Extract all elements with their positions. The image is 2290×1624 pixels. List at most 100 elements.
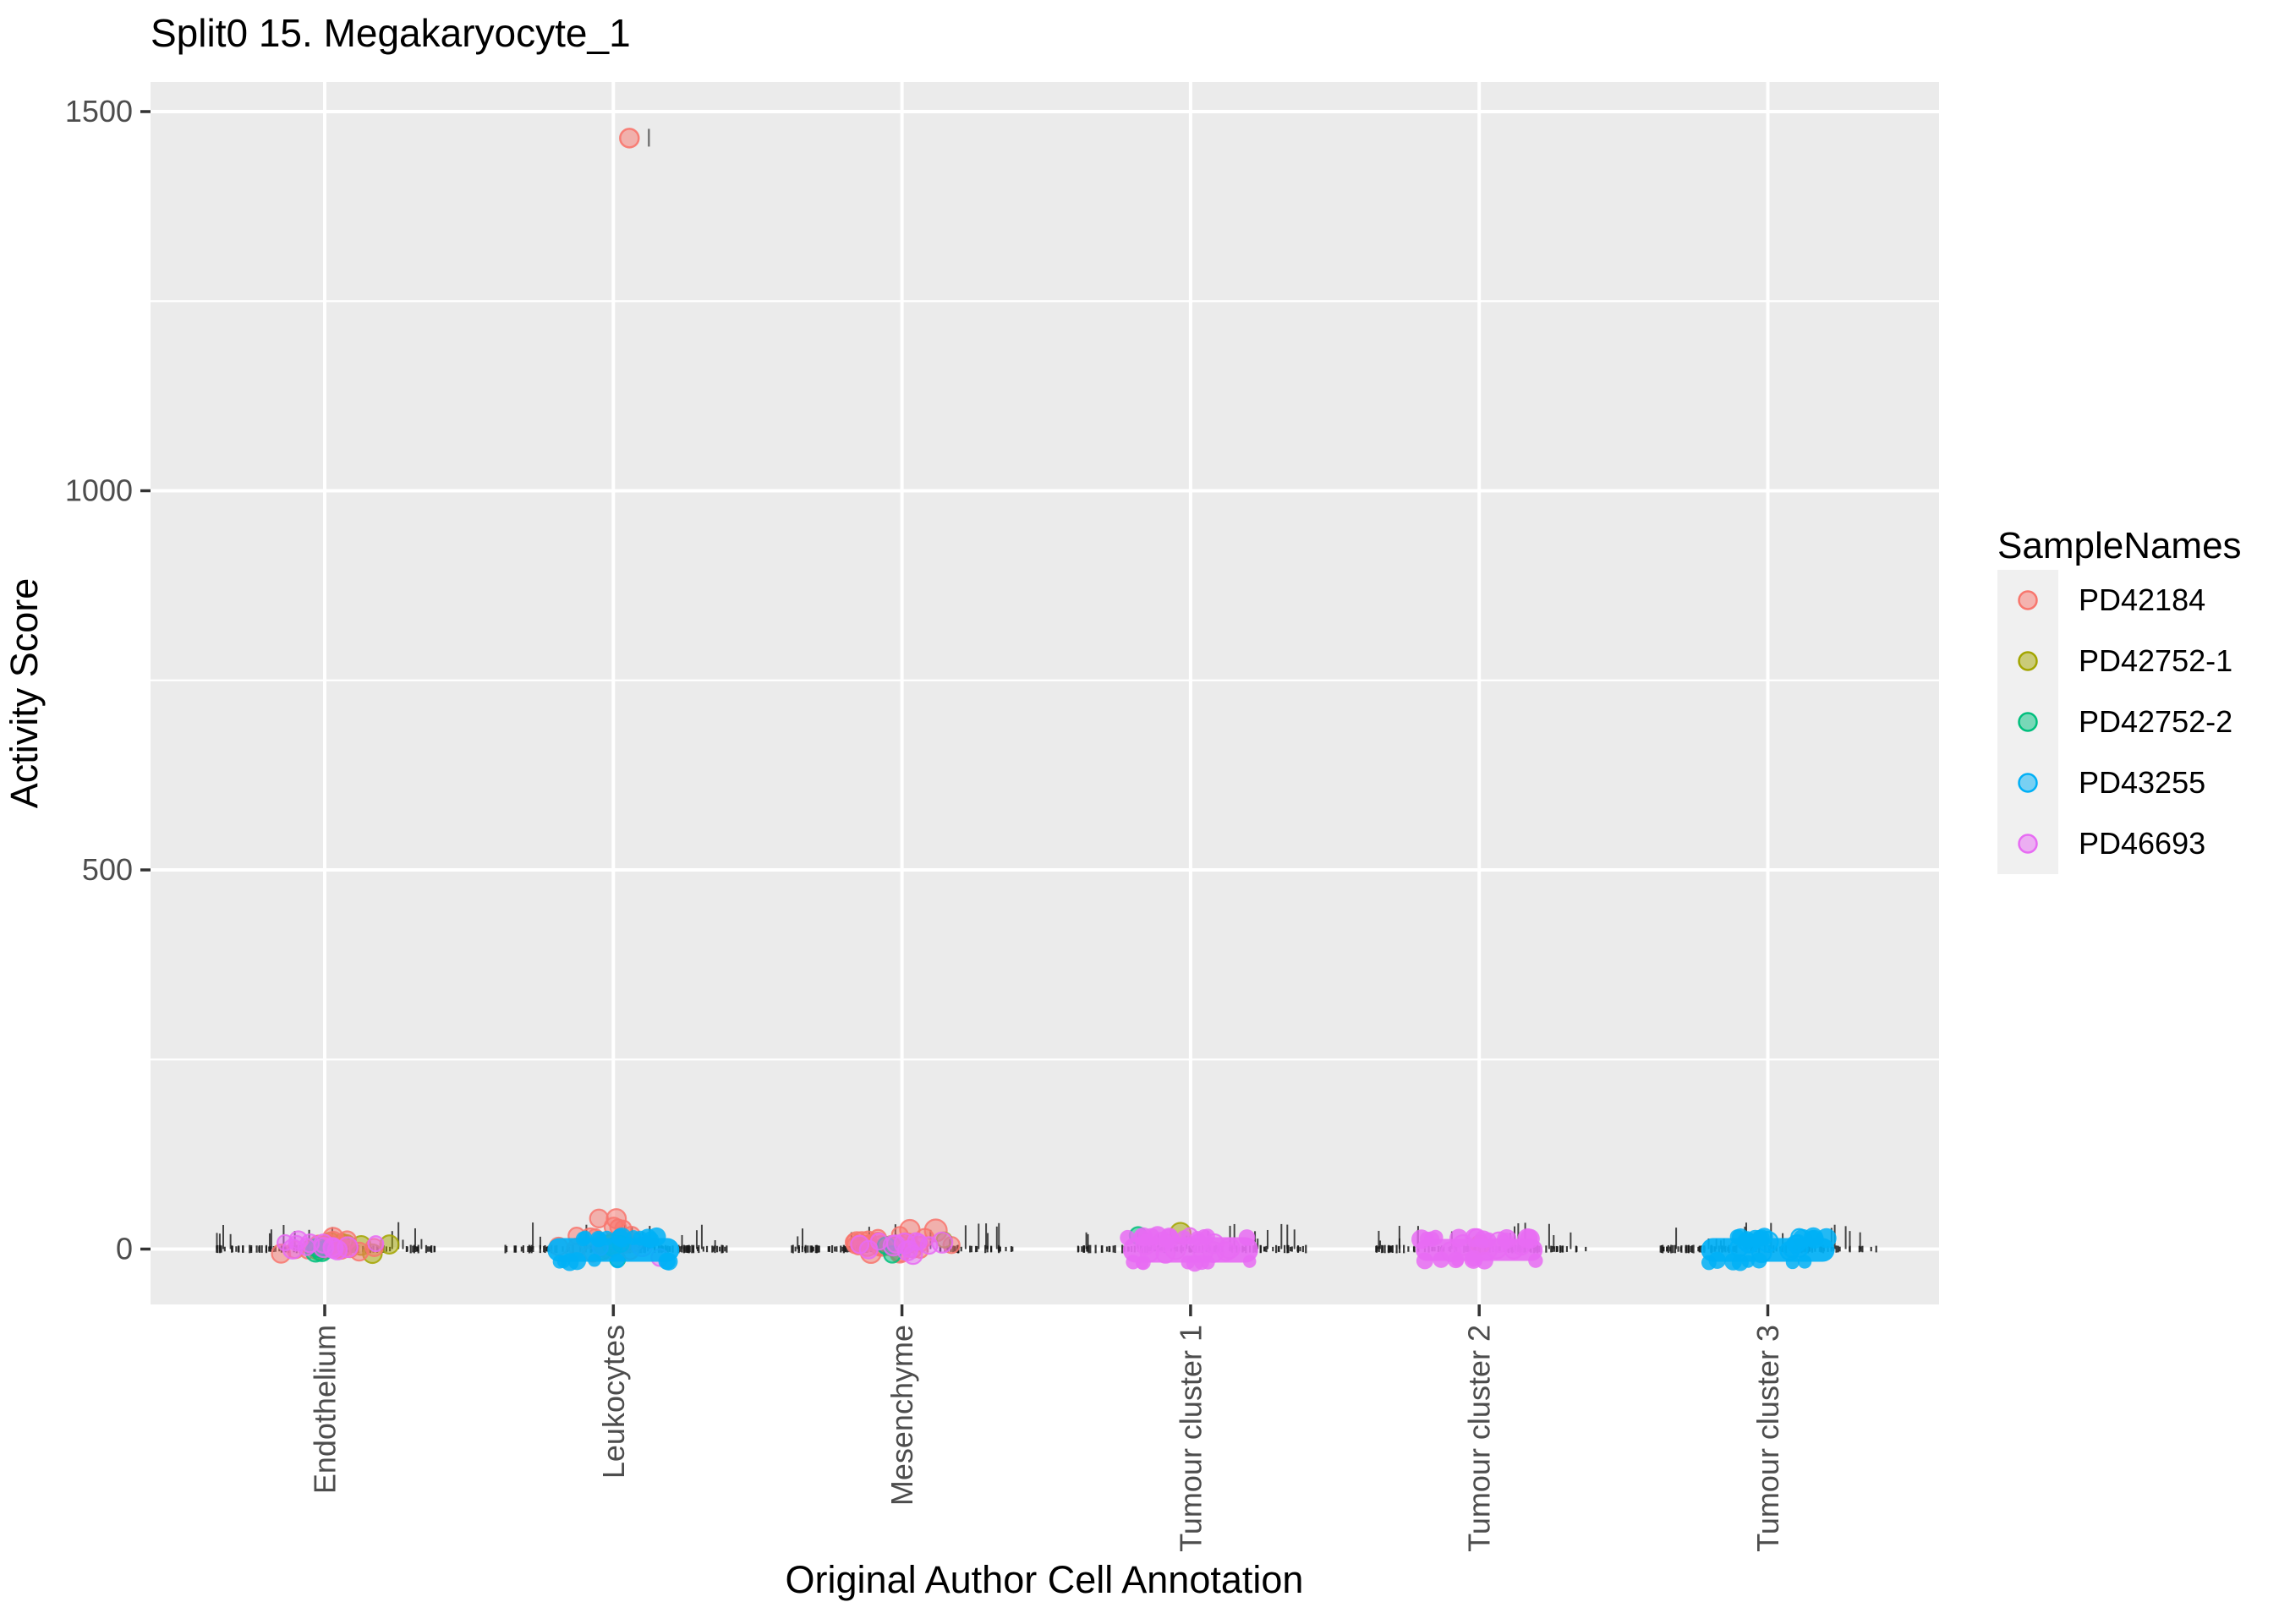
rug-tick [830,1244,834,1254]
rug-tick [809,1245,812,1253]
rug-spike [1844,1226,1847,1249]
blob-bump [1750,1252,1767,1269]
rug-tick [1278,1245,1280,1253]
rug-tick [235,1246,238,1252]
rug-tick [711,1245,714,1253]
rug-spike [998,1222,1000,1249]
rug-tick [1263,1246,1265,1252]
rug-tick [1692,1244,1695,1254]
rug-spike [1254,1231,1257,1249]
rug-tick [1698,1245,1701,1253]
category-cluster [1375,1222,1587,1270]
rug-spike [1548,1223,1550,1249]
rug-tick [255,1245,258,1253]
y-tick-label: 0 [116,1232,133,1266]
rug-tick [1550,1245,1553,1253]
blob-bump [1416,1252,1433,1270]
rug-tick [842,1244,846,1254]
rug-tick [969,1245,972,1253]
rug-tick [989,1246,993,1252]
rug-spike [985,1223,988,1249]
x-tick-label: Tumour cluster 1 [1173,1325,1208,1552]
legend-title: SampleNames [1997,525,2242,566]
rug-tick [1562,1245,1564,1253]
rug-tick [1660,1244,1663,1254]
rug-tick [1259,1244,1262,1254]
legend-label: PD46693 [2079,826,2205,861]
rug-tick [724,1246,726,1252]
rug-tick [970,1245,972,1253]
rug-tick [429,1246,431,1252]
blob-bump [567,1252,587,1271]
rug-tick [1112,1245,1115,1253]
rug-tick [817,1245,820,1253]
blob-bump [1433,1251,1449,1268]
rug-tick [520,1246,523,1252]
rug-tick [1121,1244,1124,1254]
rug-tick [220,1245,222,1253]
rug-tick [1395,1244,1398,1254]
rug-spike [1085,1232,1087,1249]
rug-tick [1677,1246,1679,1252]
rug-tick [688,1245,691,1253]
rug-tick [433,1246,436,1252]
rug-tick [1380,1244,1383,1254]
blob-bump [1133,1228,1149,1245]
rug-tick [1375,1245,1378,1253]
rug-tick [1299,1246,1301,1252]
category-cluster [504,1208,728,1271]
rug-tick [1662,1244,1664,1254]
rug-spike [1378,1240,1381,1249]
blob-bump [1120,1229,1136,1246]
blob-bump [1497,1228,1517,1249]
rug-spike [1849,1231,1851,1249]
rug-spike [414,1228,416,1249]
rug-tick [840,1245,842,1253]
rug-spike [420,1239,423,1249]
plot-title: Split0 15. Megakaryocyte_1 [151,11,631,55]
legend-key-dot [2018,712,2038,732]
y-tick-label: 500 [82,852,133,887]
rug-tick [1697,1246,1700,1252]
blob-bump [1464,1249,1483,1269]
rug-tick [1010,1246,1013,1252]
rug-tick [1870,1246,1872,1252]
rug-spike [1553,1235,1555,1249]
x-tick-label: Endothelium [308,1325,342,1494]
blob-bump [633,1230,649,1246]
rug-tick [1105,1246,1109,1252]
rug-tick [504,1244,507,1254]
rug-tick [522,1245,525,1253]
rug-tick [430,1245,433,1253]
rug-tick [812,1246,814,1252]
rug-tick [1114,1244,1116,1254]
x-axis-title: Original Author Cell Annotation [786,1558,1304,1601]
blob-bump [1520,1228,1540,1249]
rug-spike [1286,1224,1289,1249]
rug-spike [964,1225,967,1249]
category-cluster [1659,1222,1877,1271]
rug-tick [1545,1245,1548,1253]
data-point [288,1230,309,1250]
rug-tick [1687,1244,1690,1254]
rug-tick [814,1244,817,1254]
x-tick-label: Leukocytes [596,1325,631,1479]
rug-tick [1666,1246,1668,1252]
blob-bump [1411,1229,1432,1249]
rug-tick [505,1245,508,1253]
rug-spike [1257,1239,1259,1249]
blob-bump [1474,1230,1493,1249]
rug-spike [1675,1228,1678,1249]
rug-tick [1301,1245,1304,1253]
rug-tick [1089,1244,1092,1254]
category-cluster [1077,1222,1307,1272]
rug-tick [1305,1244,1307,1254]
rug-tick [1659,1245,1662,1253]
rug-tick [712,1246,715,1252]
legend-label: PD43255 [2079,765,2205,800]
y-axis-title: Activity Score [3,578,46,809]
rug-spike [987,1233,989,1249]
rug-tick [1403,1244,1405,1254]
rug-tick [685,1246,688,1252]
rug-spike [695,1230,698,1249]
